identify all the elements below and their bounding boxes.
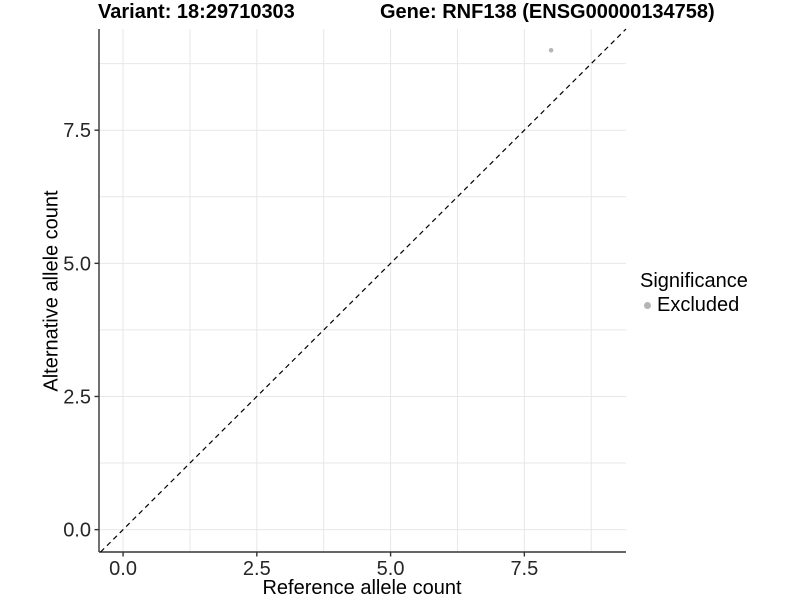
legend-point-icon	[644, 301, 651, 309]
y-tick-label: 2.5	[63, 386, 91, 408]
legend-title: Significance	[640, 270, 748, 292]
y-tick-label: 0.0	[63, 520, 91, 542]
y-tick-label: 5.0	[63, 253, 91, 275]
legend: Significance Excluded	[640, 269, 798, 317]
x-tick-label: 7.5	[510, 558, 538, 580]
data-point	[548, 48, 554, 53]
y-axis-title: Alternative allele count	[40, 190, 63, 392]
y-tick-label: 7.5	[63, 120, 91, 142]
legend-item-excluded: Excluded	[640, 293, 798, 317]
variant-title: Variant: 18:29710303	[98, 1, 295, 23]
x-axis-title: Reference allele count	[262, 577, 462, 599]
identity-line	[100, 28, 627, 553]
gene-title: Gene: RNF138 (ENSG00000134758)	[380, 1, 715, 23]
x-tick-label: 2.5	[243, 558, 271, 580]
x-tick-label: 5.0	[377, 558, 405, 580]
x-tick-label: 0.0	[109, 558, 137, 580]
legend-item-label: Excluded	[657, 294, 740, 316]
